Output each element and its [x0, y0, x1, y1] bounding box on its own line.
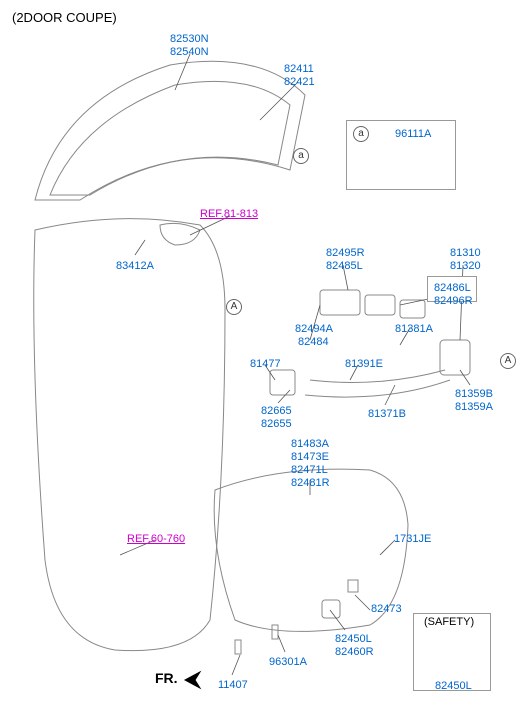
callout-circle-a-box: a [353, 126, 369, 142]
part-label-l35: 82450L [435, 680, 472, 693]
part-label-l23: 81371B [368, 408, 406, 421]
callout-circle-a-top: a [293, 148, 309, 164]
part-label-l34: 11407 [218, 679, 248, 692]
part-label-l12: 82486L [434, 282, 471, 295]
part-label-l2: 82540N [170, 46, 209, 59]
part-label-l22: 82655 [261, 418, 292, 431]
part-label-l32: 82460R [335, 646, 374, 659]
part-label-l25: 81473E [291, 451, 329, 464]
part-label-l9: 82485L [326, 260, 363, 273]
part-label-l18: 81391E [345, 358, 383, 371]
part-label-l20: 81359A [455, 401, 493, 414]
part-label-l4: 82421 [284, 76, 315, 89]
part-label-l13: 82496R [434, 295, 473, 308]
part-label-l19: 81359B [455, 388, 493, 401]
callout-circle-A-mid: A [226, 299, 242, 315]
part-label-l29: 1731JE [394, 533, 431, 546]
part-label-l14: 82494A [295, 323, 333, 336]
safety-label: (SAFETY) [424, 616, 474, 628]
part-label-l15: 82484 [298, 336, 329, 349]
part-label-l6: REF.81-813 [200, 208, 258, 221]
part-label-l33: 96301A [269, 656, 307, 669]
part-label-l21: 82665 [261, 405, 292, 418]
callout-circle-A-right: A [500, 353, 516, 369]
part-label-l27: 82481R [291, 477, 330, 490]
part-label-l17: 81477 [250, 358, 281, 371]
part-label-l3: 82411 [284, 63, 314, 76]
part-label-l26: 82471L [291, 464, 328, 477]
part-label-l31: 82450L [335, 633, 372, 646]
part-label-l16: 81381A [395, 323, 433, 336]
part-label-l8: 82495R [326, 247, 365, 260]
part-label-l24: 81483A [291, 438, 329, 451]
part-label-l30: 82473 [371, 603, 402, 616]
part-label-l7: 83412A [116, 260, 154, 273]
diagram-title: (2DOOR COUPE) [12, 10, 117, 25]
part-label-l11: 81320 [450, 260, 481, 273]
part-label-l5: 96111A [395, 128, 431, 141]
part-label-l10: 81310 [450, 247, 481, 260]
part-label-l28: REF.60-760 [127, 533, 185, 546]
part-label-l1: 82530N [170, 33, 209, 46]
front-direction-label: FR. [155, 670, 178, 686]
